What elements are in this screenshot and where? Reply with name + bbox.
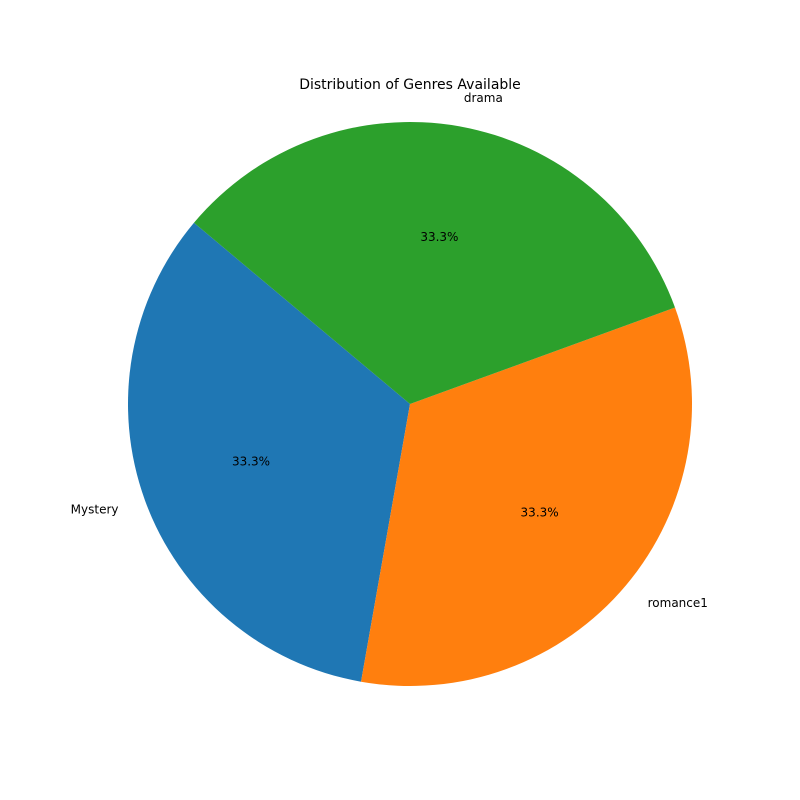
pie-labels: Mystery 33.3% romance1 33.3% drama 33.3% [71,91,708,610]
pie-slice-mystery [127,222,410,682]
slice-label-mystery: Mystery [71,503,119,517]
pie-slice-drama [193,122,675,404]
pie-slices [127,122,692,686]
slice-label-drama: drama [464,91,503,105]
slice-percent-drama: 33.3% [420,230,458,244]
slice-percent-romance1: 33.3% [521,505,559,519]
chart-title: Distribution of Genres Available [299,77,521,93]
pie-slice-romance1 [361,307,692,686]
slice-label-romance1: romance1 [648,596,708,610]
slice-percent-mystery: 33.3% [232,454,270,468]
